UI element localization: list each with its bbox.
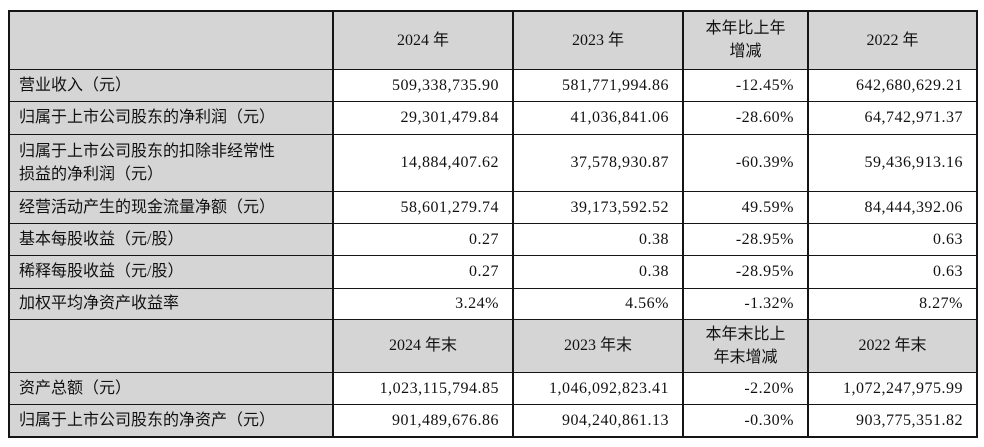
col-header-end-change: 本年末比上 年末增减	[682, 318, 809, 373]
row-label-net-profit-excl-nonrecurring: 归属于上市公司股东的扣除非经常性 损益的净利润（元）	[8, 133, 334, 192]
table-row-net-profit: 归属于上市公司股东的净利润（元） 29,301,479.84 41,036,84…	[8, 100, 978, 135]
value-cell: 0.38	[512, 254, 684, 289]
row-label-net-profit: 归属于上市公司股东的净利润（元）	[8, 100, 334, 135]
value-cell: -2.20%	[682, 371, 809, 405]
value-cell: -28.95%	[682, 222, 809, 256]
value-cell: 904,240,861.13	[512, 403, 684, 438]
value-cell: -1.32%	[682, 287, 809, 320]
value-cell: 0.27	[332, 254, 514, 289]
value-cell: -28.95%	[682, 254, 809, 289]
table-row-weighted-avg-roe: 加权平均净资产收益率 3.24% 4.56% -1.32% 8.27%	[8, 287, 978, 320]
value-cell: 64,742,971.37	[807, 100, 978, 135]
col-header-2023-end: 2023 年末	[512, 318, 684, 373]
row-label-total-assets: 资产总额（元）	[8, 371, 334, 405]
value-cell: 0.63	[807, 254, 978, 289]
row-label-operating-cash-flow: 经营活动产生的现金流量净额（元）	[8, 190, 334, 224]
col-header-2024: 2024 年	[332, 10, 514, 70]
value-cell: 509,338,735.90	[332, 68, 514, 102]
value-cell: 8.27%	[807, 287, 978, 320]
value-cell: -0.30%	[682, 403, 809, 438]
table-row-net-assets: 归属于上市公司股东的净资产（元） 901,489,676.86 904,240,…	[8, 403, 978, 438]
value-cell: -28.60%	[682, 100, 809, 135]
table-row-diluted-eps: 稀释每股收益（元/股） 0.27 0.38 -28.95% 0.63	[8, 254, 978, 289]
col-header-2022-end: 2022 年末	[807, 318, 978, 373]
value-cell: 39,173,592.52	[512, 190, 684, 224]
page-content: 2024 年 2023 年 本年比上年 增减 2022 年 营业收入（元） 50…	[8, 10, 978, 438]
table-row-total-assets: 资产总额（元） 1,023,115,794.85 1,046,092,823.4…	[8, 371, 978, 405]
value-cell: 49.59%	[682, 190, 809, 224]
row-label-net-assets: 归属于上市公司股东的净资产（元）	[8, 403, 334, 438]
value-cell: 84,444,392.06	[807, 190, 978, 224]
value-cell: 3.24%	[332, 287, 514, 320]
value-cell: 901,489,676.86	[332, 403, 514, 438]
corner-header-cell	[8, 10, 334, 70]
value-cell: 1,023,115,794.85	[332, 371, 514, 405]
value-cell: 58,601,279.74	[332, 190, 514, 224]
col-header-2023: 2023 年	[512, 10, 684, 70]
value-cell: 0.38	[512, 222, 684, 256]
financial-summary-table: 2024 年 2023 年 本年比上年 增减 2022 年 营业收入（元） 50…	[8, 10, 978, 438]
row-label-diluted-eps: 稀释每股收益（元/股）	[8, 254, 334, 289]
value-cell: -60.39%	[682, 133, 809, 192]
value-cell: 642,680,629.21	[807, 68, 978, 102]
value-cell: 0.63	[807, 222, 978, 256]
col-header-2022: 2022 年	[807, 10, 978, 70]
value-cell: 41,036,841.06	[512, 100, 684, 135]
value-cell: 581,771,994.86	[512, 68, 684, 102]
table-row-operating-cash-flow: 经营活动产生的现金流量净额（元） 58,601,279.74 39,173,59…	[8, 190, 978, 224]
col-header-2024-end: 2024 年末	[332, 318, 514, 373]
section2-header-row: 2024 年末 2023 年末 本年末比上 年末增减 2022 年末	[8, 318, 978, 373]
value-cell: 4.56%	[512, 287, 684, 320]
value-cell: 1,072,247,975.99	[807, 371, 978, 405]
table-row-net-profit-excl-nonrecurring: 归属于上市公司股东的扣除非经常性 损益的净利润（元） 14,884,407.62…	[8, 133, 978, 192]
value-cell: 903,775,351.82	[807, 403, 978, 438]
corner-header-cell	[8, 318, 334, 373]
value-cell: -12.45%	[682, 68, 809, 102]
value-cell: 29,301,479.84	[332, 100, 514, 135]
table-row-operating-revenue: 营业收入（元） 509,338,735.90 581,771,994.86 -1…	[8, 68, 978, 102]
value-cell: 59,436,913.16	[807, 133, 978, 192]
section1-header-row: 2024 年 2023 年 本年比上年 增减 2022 年	[8, 10, 978, 70]
col-header-yoy-change: 本年比上年 增减	[682, 10, 809, 70]
row-label-basic-eps: 基本每股收益（元/股）	[8, 222, 334, 256]
row-label-operating-revenue: 营业收入（元）	[8, 68, 334, 102]
value-cell: 0.27	[332, 222, 514, 256]
row-label-weighted-avg-roe: 加权平均净资产收益率	[8, 287, 334, 320]
value-cell: 14,884,407.62	[332, 133, 514, 192]
value-cell: 37,578,930.87	[512, 133, 684, 192]
value-cell: 1,046,092,823.41	[512, 371, 684, 405]
table-row-basic-eps: 基本每股收益（元/股） 0.27 0.38 -28.95% 0.63	[8, 222, 978, 256]
